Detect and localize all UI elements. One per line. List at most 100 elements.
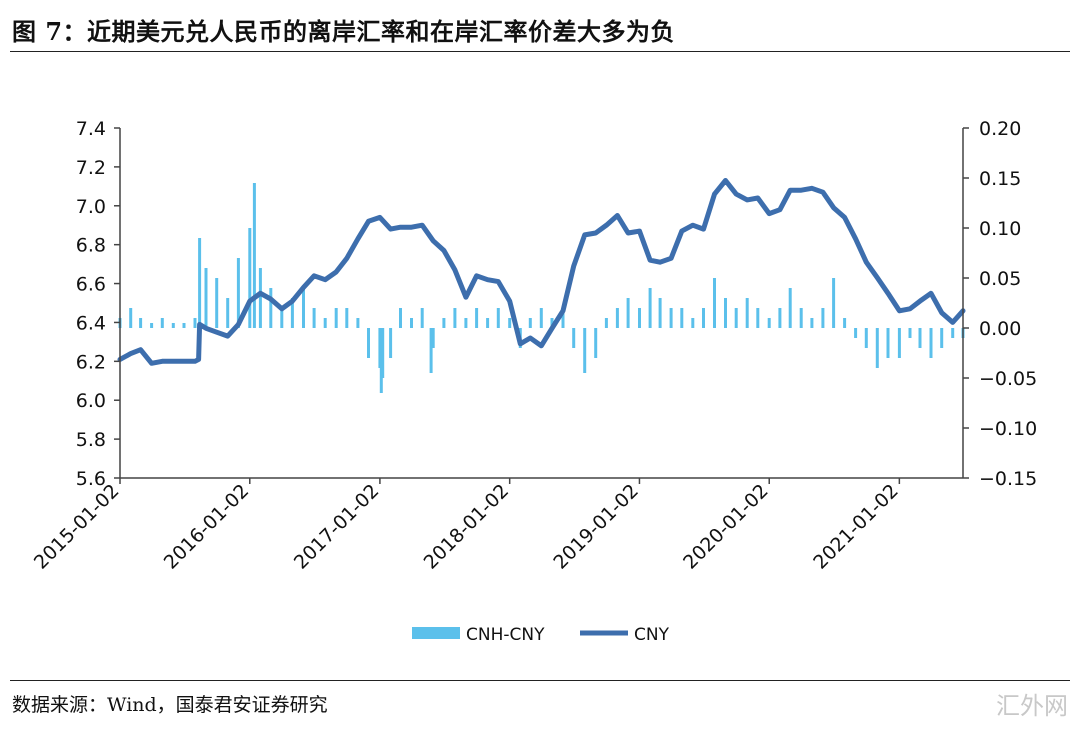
- spread-bar: [160, 318, 164, 328]
- spread-bar: [528, 318, 532, 328]
- spread-bar: [399, 308, 402, 328]
- spread-bar: [940, 328, 944, 348]
- spread-bar: [615, 308, 619, 328]
- spread-bar: [745, 298, 749, 328]
- spread-bar: [583, 328, 587, 373]
- spread-bar: [356, 318, 360, 328]
- right-tick-label: 0.10: [979, 218, 1021, 240]
- left-tick-label: 6.0: [76, 390, 106, 412]
- spread-bar: [561, 308, 565, 328]
- spread-bar: [150, 323, 154, 328]
- spread-bar: [572, 328, 576, 348]
- spread-bar: [864, 328, 868, 348]
- spread-bar: [951, 328, 955, 338]
- left-tick-label: 5.6: [76, 468, 106, 490]
- spread-bar: [702, 308, 705, 328]
- left-tick-label: 6.6: [76, 274, 106, 296]
- spread-bar: [691, 318, 695, 328]
- chart-svg: 7.4 7.2 7.0 6.8 6.6 6.4 6.2 6.0 5.8 5.6 0.20 0.15 0.…: [30, 118, 1037, 645]
- right-tick-label: −0.10: [979, 418, 1037, 440]
- spread-bar: [182, 323, 186, 328]
- spread-bar: [604, 318, 608, 328]
- spread-bar: [638, 308, 641, 328]
- spread-bar: [198, 238, 202, 328]
- spread-bar: [658, 298, 662, 328]
- legend-swatch-spread: [412, 627, 460, 639]
- spread-bar: [290, 298, 294, 328]
- spread-bar: [821, 308, 825, 328]
- spread-bar: [442, 318, 446, 328]
- x-tick-label: 2020-01-02: [679, 480, 773, 574]
- x-tick-label: 2021-01-02: [809, 480, 903, 574]
- right-tick-label: 0.00: [979, 318, 1021, 340]
- spread-bar: [258, 268, 262, 328]
- spread-bar: [252, 183, 256, 328]
- spread-bar: [918, 328, 922, 348]
- right-tick-label: 0.15: [979, 168, 1021, 190]
- spread-bar: [767, 318, 771, 328]
- left-tick-label: 6.2: [76, 351, 106, 373]
- spread-bar: [799, 308, 803, 328]
- title-divider: [10, 51, 1070, 52]
- spread-bar: [269, 288, 273, 328]
- spread-bar: [886, 328, 890, 358]
- spread-bar: [171, 323, 175, 328]
- left-tick-label: 6.8: [76, 235, 106, 257]
- legend: CNH-CNY CNY: [412, 625, 670, 645]
- right-tick-label: 0.05: [979, 268, 1021, 290]
- spread-bar: [302, 288, 305, 328]
- left-tick-label: 5.8: [76, 429, 106, 451]
- spread-bar: [226, 298, 230, 328]
- spread-bar: [429, 328, 433, 373]
- x-tick-label: 2015-01-02: [30, 480, 124, 574]
- x-tick-label: 2017-01-02: [290, 480, 384, 574]
- spread-bar: [788, 288, 792, 328]
- spread-bar: [626, 298, 630, 328]
- spread-bar: [875, 328, 879, 368]
- spread-bar: [381, 328, 385, 378]
- right-tick-label: −0.05: [979, 368, 1037, 390]
- right-tick-label: −0.15: [979, 468, 1037, 490]
- footer-divider: [10, 680, 1070, 681]
- spread-bar: [778, 308, 782, 328]
- spread-bar: [908, 328, 912, 338]
- watermark: 汇外网: [996, 692, 1068, 720]
- spread-bar: [550, 318, 554, 328]
- spread-bar: [431, 328, 435, 348]
- spread-bar: [236, 258, 240, 328]
- source-note: 数据来源：Wind，国泰君安证券研究: [12, 694, 328, 716]
- spread-bar: [648, 288, 652, 328]
- left-tick-label: 6.4: [76, 312, 106, 334]
- spread-bar: [854, 328, 858, 338]
- spread-bar: [475, 308, 479, 328]
- spread-bar: [713, 278, 716, 328]
- cny-line: [117, 178, 966, 366]
- spread-bar: [724, 298, 727, 328]
- spread-bar: [897, 328, 901, 358]
- spread-bar: [215, 278, 219, 328]
- spread-bar: [832, 278, 836, 328]
- left-tick-label: 7.4: [76, 118, 106, 140]
- spread-bar: [843, 318, 847, 328]
- left-tick-label: 7.2: [76, 157, 106, 179]
- spread-bar: [756, 308, 760, 328]
- legend-label-cny: CNY: [634, 625, 670, 645]
- right-tick-label: 0.20: [979, 118, 1021, 140]
- spread-bar: [420, 308, 424, 328]
- spread-bar: [345, 308, 349, 328]
- spread-bar: [193, 318, 197, 328]
- figure-title: 图 7：近期美元兑人民币的离岸汇率和在岸汇率价差大多为负: [12, 17, 676, 46]
- spread-bar: [129, 308, 133, 328]
- x-tick-label: 2018-01-02: [420, 480, 514, 574]
- spread-bar: [669, 308, 673, 328]
- spread-bar: [453, 308, 457, 328]
- spread-bar: [496, 308, 500, 328]
- spread-bar: [248, 228, 252, 328]
- spread-bar: [410, 318, 413, 328]
- spread-bar: [680, 308, 684, 328]
- x-tick-label: 2019-01-02: [549, 480, 643, 574]
- x-tick-label: 2016-01-02: [160, 480, 254, 574]
- legend-label-spread: CNH-CNY: [466, 625, 545, 645]
- spread-bar: [204, 268, 208, 328]
- spread-bar: [929, 328, 933, 358]
